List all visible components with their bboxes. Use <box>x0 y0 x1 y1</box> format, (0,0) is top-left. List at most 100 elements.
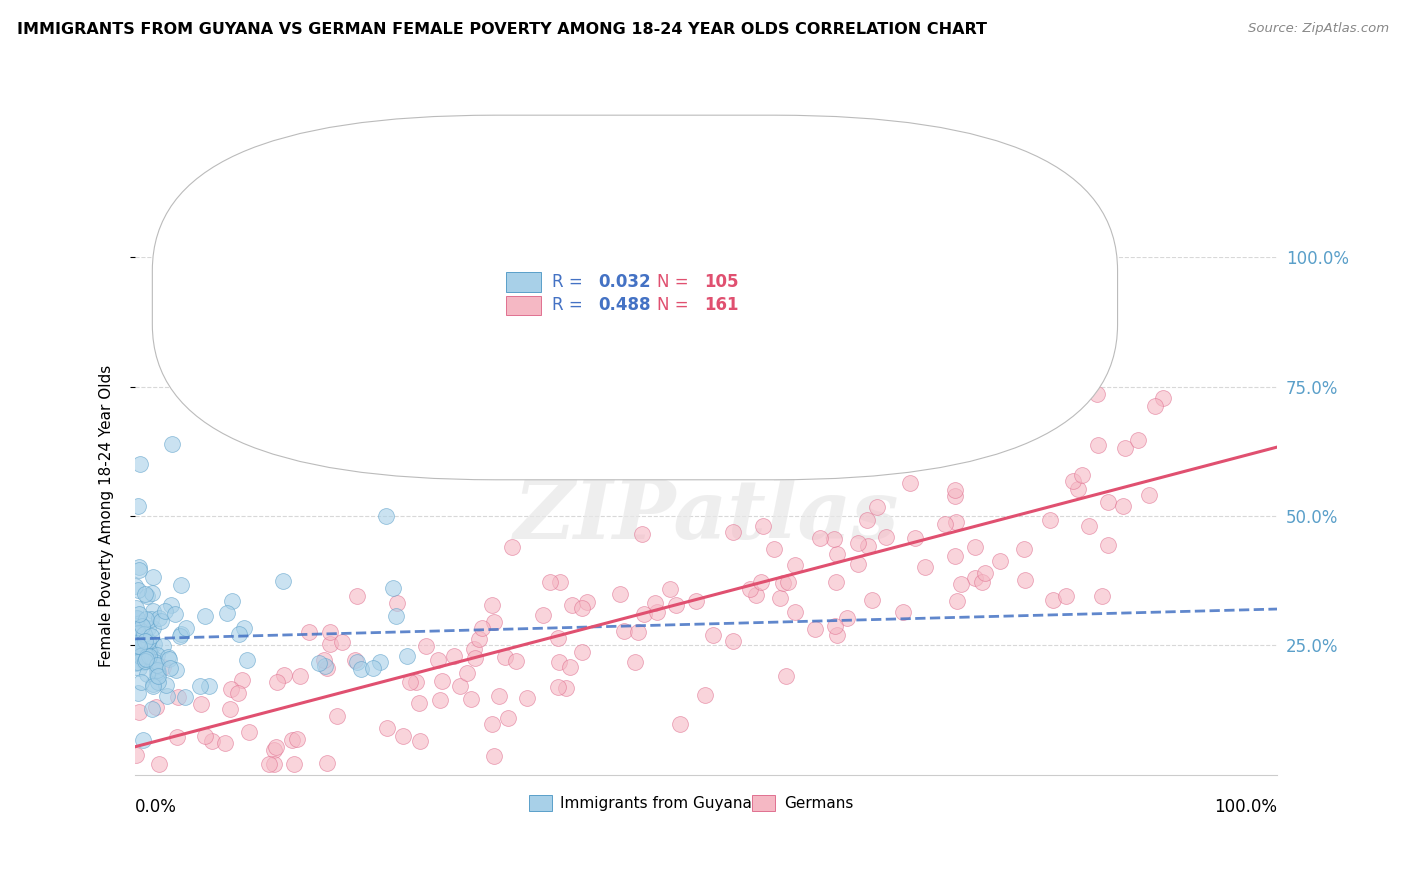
Point <box>547 631 569 645</box>
Point <box>316 661 339 675</box>
Point <box>346 589 368 603</box>
Point <box>463 642 485 657</box>
Text: Immigrants from Guyana: Immigrants from Guyana <box>560 796 752 811</box>
Point <box>173 690 195 705</box>
Text: R =: R = <box>553 296 588 315</box>
Point <box>558 659 581 673</box>
Point <box>893 605 915 619</box>
Point <box>129 648 152 663</box>
Point <box>285 732 308 747</box>
Point <box>785 558 807 572</box>
Point <box>319 637 342 651</box>
Point <box>128 639 150 653</box>
Point <box>548 656 571 670</box>
Point <box>561 598 583 612</box>
Point <box>555 681 578 696</box>
Point <box>326 709 349 723</box>
Point <box>156 690 179 704</box>
Point <box>950 577 973 591</box>
Point <box>128 661 150 675</box>
Point <box>1097 495 1119 509</box>
Point <box>124 600 146 615</box>
Point <box>314 653 336 667</box>
Point <box>231 673 253 688</box>
Point <box>1071 467 1094 482</box>
Point <box>1091 589 1114 603</box>
Point <box>157 651 180 665</box>
Point <box>280 733 302 747</box>
Text: 0.0%: 0.0% <box>135 797 177 816</box>
Point <box>132 733 155 747</box>
Point <box>128 559 150 574</box>
Point <box>132 647 155 661</box>
Point <box>1042 593 1064 607</box>
Point <box>943 489 966 503</box>
Point <box>330 634 353 648</box>
Text: 100.0%: 100.0% <box>1215 797 1278 816</box>
Point <box>965 571 987 585</box>
Point <box>860 593 883 607</box>
Point <box>129 457 152 471</box>
Point <box>1062 474 1084 488</box>
Point <box>127 636 149 650</box>
Point <box>169 629 191 643</box>
Text: N =: N = <box>657 296 695 315</box>
Point <box>148 668 170 682</box>
Point <box>127 686 149 700</box>
Point <box>946 594 969 608</box>
Point <box>135 612 157 626</box>
Point <box>825 547 848 561</box>
Point <box>138 649 160 664</box>
Point <box>141 702 163 716</box>
Point <box>738 582 761 597</box>
Point <box>190 698 212 712</box>
Point <box>143 652 166 666</box>
Point <box>538 574 561 589</box>
Point <box>609 587 631 601</box>
Point <box>160 598 183 612</box>
Point <box>1137 488 1160 502</box>
Point <box>571 600 593 615</box>
Point <box>174 621 197 635</box>
Point <box>516 691 538 706</box>
Point <box>427 653 450 667</box>
Point <box>409 734 432 748</box>
Point <box>361 661 384 675</box>
Point <box>395 648 418 663</box>
Point <box>131 648 153 663</box>
Point <box>627 624 650 639</box>
Point <box>970 575 993 590</box>
Point <box>1114 442 1136 456</box>
Point <box>127 642 149 657</box>
Point <box>343 653 366 667</box>
Point <box>155 604 177 618</box>
Point <box>136 634 159 648</box>
Point <box>128 706 150 720</box>
Bar <box>529 796 553 811</box>
Point <box>498 711 520 725</box>
Point <box>898 476 921 491</box>
Point <box>146 665 169 679</box>
Point <box>468 632 491 647</box>
Point <box>576 594 599 608</box>
Point <box>142 604 165 618</box>
Text: N =: N = <box>657 273 695 291</box>
Point <box>631 526 654 541</box>
Point <box>146 674 169 689</box>
Point <box>127 626 149 640</box>
Point <box>392 729 415 743</box>
Point <box>785 605 807 619</box>
Point <box>751 436 773 450</box>
Point <box>263 742 285 756</box>
Point <box>170 578 193 592</box>
Point <box>129 615 152 630</box>
Text: Germans: Germans <box>785 796 853 811</box>
Point <box>134 648 156 662</box>
Point <box>841 381 863 395</box>
Point <box>308 656 330 670</box>
Point <box>134 651 156 665</box>
Point <box>132 642 155 657</box>
Point <box>665 598 688 612</box>
Point <box>1012 541 1035 556</box>
Point <box>693 688 716 702</box>
